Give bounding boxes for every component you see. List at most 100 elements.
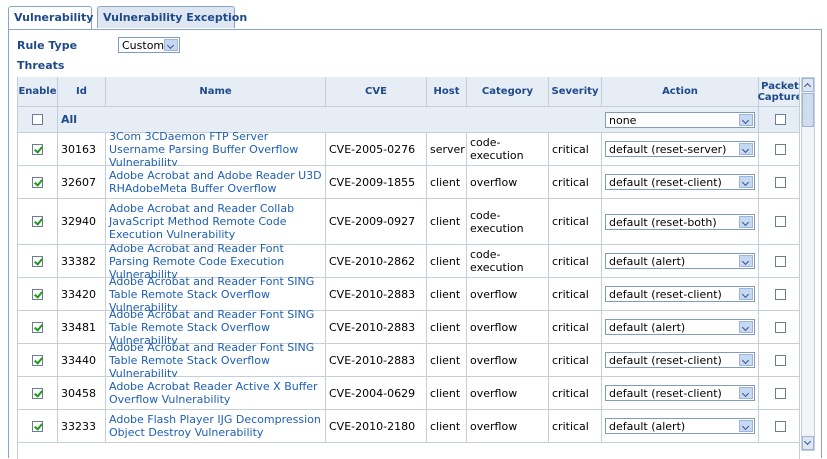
threat-severity: critical bbox=[549, 344, 602, 376]
threat-id: 33420 bbox=[58, 278, 106, 310]
chevron-down-icon[interactable] bbox=[739, 387, 753, 399]
threat-name-link[interactable]: Adobe Acrobat Reader Active X Buffer Ove… bbox=[106, 377, 326, 409]
table-row: 33420 Adobe Acrobat and Reader Font SING … bbox=[18, 275, 799, 314]
enable-checkbox[interactable] bbox=[32, 176, 43, 188]
action-select[interactable]: default (alert) bbox=[605, 319, 755, 335]
chevron-down-icon[interactable] bbox=[739, 321, 753, 333]
packet-capture-checkbox[interactable] bbox=[774, 321, 786, 333]
chevron-down-icon[interactable] bbox=[739, 176, 753, 188]
rule-type-select[interactable]: Custom bbox=[118, 37, 180, 53]
table-row: 30163 3Com 3CDaemon FTP Server Username P… bbox=[18, 130, 799, 169]
action-value: default (reset-both) bbox=[609, 215, 717, 229]
threat-id: 32940 bbox=[58, 199, 106, 244]
threat-name-link[interactable]: Adobe Acrobat and Reader Font SING Table… bbox=[106, 341, 326, 380]
packet-capture-checkbox[interactable] bbox=[774, 216, 786, 227]
all-label: All bbox=[61, 113, 78, 126]
threat-cve: CVE-2010-2862 bbox=[326, 245, 427, 277]
packet-capture-checkbox[interactable] bbox=[774, 354, 786, 366]
threats-label: Threats bbox=[17, 59, 65, 72]
enable-checkbox[interactable] bbox=[32, 387, 43, 399]
enable-checkbox[interactable] bbox=[32, 354, 43, 366]
scroll-down-icon[interactable] bbox=[802, 436, 814, 450]
action-value: default (alert) bbox=[609, 420, 686, 433]
chevron-down-icon[interactable] bbox=[739, 354, 753, 366]
packet-capture-checkbox[interactable] bbox=[774, 387, 786, 399]
threat-name-link[interactable]: Adobe Flash Player IJG Decompression Obj… bbox=[106, 410, 326, 442]
packet-capture-checkbox[interactable] bbox=[774, 143, 786, 155]
chevron-down-icon[interactable] bbox=[739, 113, 753, 126]
threat-name-link[interactable]: Adobe Acrobat and Adobe Reader U3D RHAdo… bbox=[106, 166, 326, 198]
packet-capture-checkbox[interactable] bbox=[774, 420, 786, 432]
col-action[interactable]: Action bbox=[602, 77, 759, 106]
action-value: default (reset-client) bbox=[609, 176, 722, 189]
action-value: default (alert) bbox=[609, 321, 686, 334]
threat-id: 33382 bbox=[58, 245, 106, 277]
threat-name-link[interactable]: Adobe Acrobat and Reader Font Parsing Re… bbox=[106, 242, 326, 281]
tab-vulnerability-exception[interactable]: Vulnerability Exception bbox=[97, 6, 247, 28]
rule-type-value: Custom bbox=[122, 39, 165, 52]
col-id[interactable]: Id bbox=[58, 77, 106, 106]
chevron-down-icon[interactable] bbox=[739, 288, 753, 300]
table-row: 32940 Adobe Acrobat and Reader Collab Jav… bbox=[18, 199, 799, 245]
table-row: 33481 Adobe Acrobat and Reader Font SING … bbox=[18, 308, 799, 347]
threat-host: client bbox=[427, 199, 467, 244]
action-select[interactable]: default (reset-both) bbox=[605, 213, 755, 230]
all-enable-checkbox[interactable] bbox=[32, 114, 43, 125]
threat-cve: CVE-2010-2180 bbox=[326, 410, 427, 442]
chevron-down-icon[interactable] bbox=[739, 143, 753, 155]
action-select[interactable]: default (alert) bbox=[605, 418, 755, 434]
table-row: 32607 Adobe Acrobat and Adobe Reader U3D … bbox=[18, 166, 799, 199]
enable-checkbox[interactable] bbox=[32, 143, 43, 155]
action-select[interactable]: default (reset-server) bbox=[605, 141, 755, 157]
packet-capture-checkbox[interactable] bbox=[774, 288, 786, 300]
col-host[interactable]: Host bbox=[427, 77, 467, 106]
enable-checkbox[interactable] bbox=[32, 255, 43, 267]
threat-category: code-execution bbox=[467, 133, 549, 165]
chevron-down-icon[interactable] bbox=[739, 215, 753, 228]
threat-name-link[interactable]: Adobe Acrobat and Reader Font SING Table… bbox=[106, 308, 326, 347]
threat-name-link[interactable]: Adobe Acrobat and Reader Font SING Table… bbox=[106, 275, 326, 314]
threat-name-link[interactable]: Adobe Acrobat and Reader Collab JavaScri… bbox=[106, 199, 326, 244]
threat-category: overflow bbox=[467, 410, 549, 442]
threat-id: 33233 bbox=[58, 410, 106, 442]
scroll-up-icon[interactable] bbox=[802, 78, 814, 92]
enable-checkbox[interactable] bbox=[32, 420, 43, 432]
enable-checkbox[interactable] bbox=[32, 321, 43, 333]
threat-severity: critical bbox=[549, 311, 602, 343]
col-cve[interactable]: CVE bbox=[326, 77, 427, 106]
col-name[interactable]: Name bbox=[106, 77, 326, 106]
rule-type-label: Rule Type bbox=[17, 39, 78, 52]
threat-host: client bbox=[427, 311, 467, 343]
chevron-down-icon[interactable] bbox=[739, 420, 753, 432]
action-select[interactable]: default (reset-client) bbox=[605, 286, 755, 302]
all-action-select[interactable]: none bbox=[605, 111, 755, 128]
packet-capture-checkbox[interactable] bbox=[774, 176, 786, 188]
col-enable[interactable]: Enable bbox=[18, 77, 58, 106]
threat-severity: critical bbox=[549, 410, 602, 442]
enable-checkbox[interactable] bbox=[32, 216, 43, 227]
threat-severity: critical bbox=[549, 199, 602, 244]
col-category[interactable]: Category bbox=[467, 77, 549, 106]
threat-category: overflow bbox=[467, 377, 549, 409]
action-value: default (reset-server) bbox=[609, 143, 727, 156]
threat-host: server bbox=[427, 133, 467, 165]
threat-name-link[interactable]: 3Com 3CDaemon FTP Server Username Parsin… bbox=[106, 130, 326, 169]
action-select[interactable]: default (reset-client) bbox=[605, 385, 755, 401]
tab-vulnerability[interactable]: Vulnerability bbox=[8, 6, 93, 30]
col-packet-capture[interactable]: Packet Capture bbox=[757, 80, 800, 103]
chevron-down-icon[interactable] bbox=[739, 255, 753, 267]
enable-checkbox[interactable] bbox=[32, 288, 43, 300]
action-select[interactable]: default (reset-client) bbox=[605, 352, 755, 368]
action-select[interactable]: default (alert) bbox=[605, 253, 755, 269]
col-severity[interactable]: Severity bbox=[549, 77, 602, 106]
all-packet-capture-checkbox[interactable] bbox=[774, 114, 786, 125]
chevron-down-icon[interactable] bbox=[164, 39, 178, 51]
packet-capture-checkbox[interactable] bbox=[774, 255, 786, 267]
threat-category: code-execution bbox=[467, 199, 549, 244]
action-select[interactable]: default (reset-client) bbox=[605, 174, 755, 190]
threat-cve: CVE-2010-2883 bbox=[326, 344, 427, 376]
scroll-thumb[interactable] bbox=[802, 93, 814, 127]
threat-id: 33440 bbox=[58, 344, 106, 376]
main-panel: Rule Type Custom Threats Enable Id Name … bbox=[8, 29, 822, 459]
vertical-scrollbar[interactable] bbox=[801, 77, 815, 451]
